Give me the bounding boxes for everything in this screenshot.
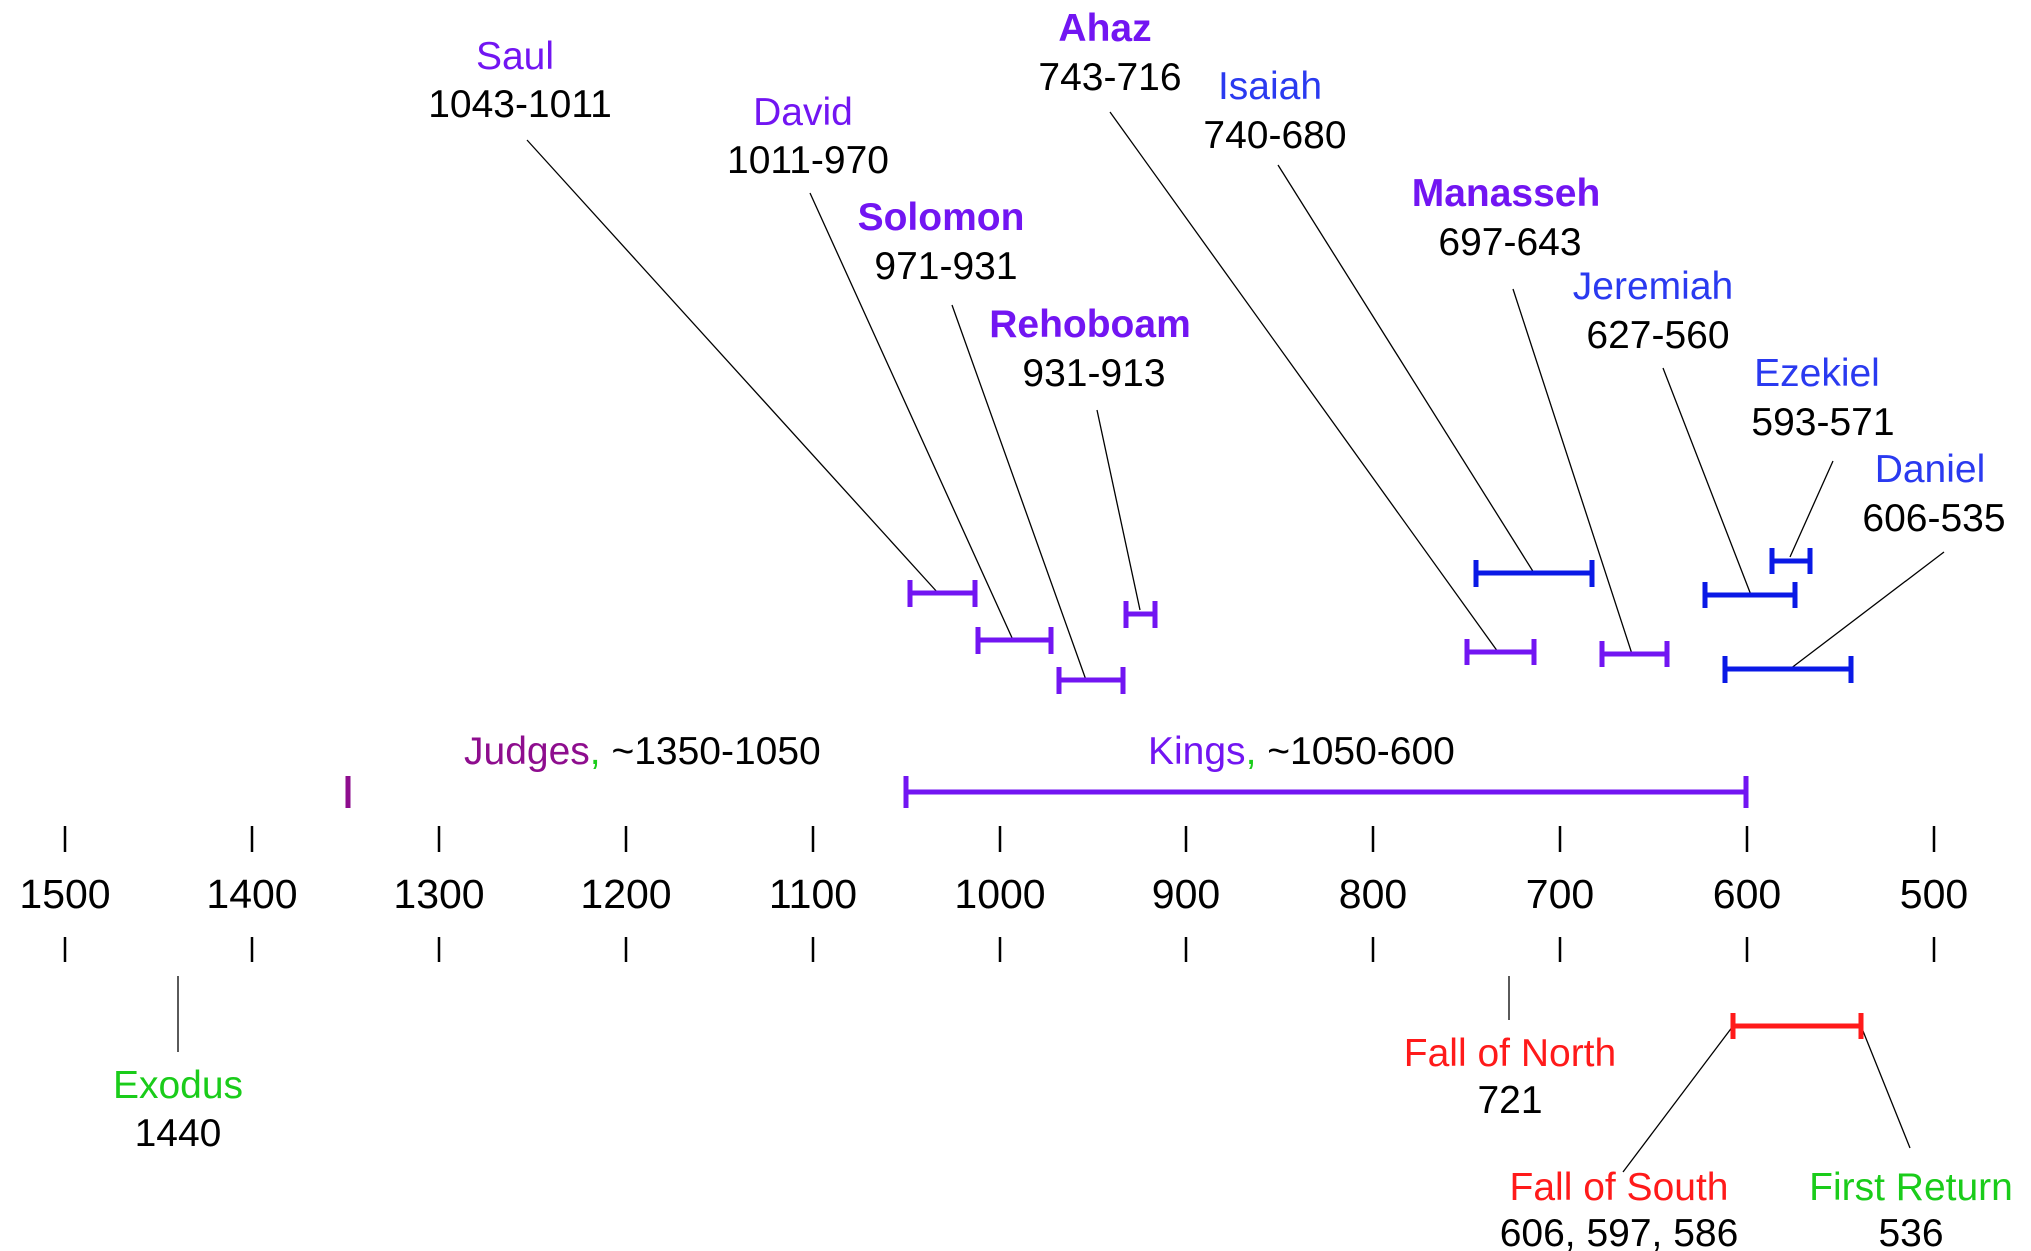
era-kings: Kings, ~1050-600 <box>903 730 1749 808</box>
manasseh-leader <box>1512 288 1633 655</box>
fall-south-leader <box>1622 1025 1734 1173</box>
prophet-bars <box>1473 548 1854 683</box>
saul-name: Saul <box>476 35 554 78</box>
manasseh-dates: 697-643 <box>1438 221 1581 264</box>
daniel-dates: 606-535 <box>1862 497 2005 540</box>
david-label: David 1011-970 <box>727 91 889 182</box>
exodus-name: Exodus <box>113 1064 243 1107</box>
tick-label: 800 <box>1339 871 1407 917</box>
ezekiel-dates: 593-571 <box>1751 401 1894 444</box>
rehoboam-name: Rehoboam <box>989 303 1191 346</box>
manasseh-label: Manasseh 697-643 <box>1412 172 1601 264</box>
tick-label: 700 <box>1526 871 1594 917</box>
solomon-label: Solomon 971-931 <box>858 196 1025 288</box>
fall-south-label: Fall of South 606, 597, 586 <box>1500 1166 1739 1251</box>
kings-range: ~1050-600 <box>1256 730 1454 773</box>
rehoboam-leader <box>1096 409 1141 611</box>
ezekiel-leader <box>1789 460 1834 558</box>
manasseh-bar <box>1599 641 1670 667</box>
exodus-label: Exodus 1440 <box>113 1064 243 1155</box>
david-dates: 1011-970 <box>727 139 889 182</box>
jeremiah-name: Jeremiah <box>1573 265 1733 308</box>
solomon-dates: 971-931 <box>874 245 1017 288</box>
isaiah-dates: 740-680 <box>1203 114 1346 157</box>
ahaz-bar <box>1464 639 1537 665</box>
prophet-labels: Isaiah 740-680 Jeremiah 627-560 Ezekiel … <box>1203 65 2005 540</box>
tick-label: 1500 <box>19 871 110 917</box>
daniel-bar <box>1722 656 1854 683</box>
first-return-date: 536 <box>1878 1212 1943 1251</box>
jeremiah-leader <box>1662 367 1752 596</box>
saul-dates: 1043-1011 <box>428 83 612 126</box>
judges-label: Judges, ~1350-1050 <box>464 730 821 773</box>
solomon-bar <box>1056 667 1126 694</box>
jeremiah-bar <box>1702 582 1798 608</box>
ahaz-leader <box>1109 111 1499 653</box>
first-return-name: First Return <box>1809 1166 2013 1209</box>
kings-label: Kings, ~1050-600 <box>1148 730 1455 773</box>
era-judges: Judges, ~1350-1050 <box>345 730 906 808</box>
ezekiel-name: Ezekiel <box>1754 352 1880 395</box>
rehoboam-label: Rehoboam 931-913 <box>989 303 1191 395</box>
daniel-label: Daniel 606-535 <box>1862 448 2005 540</box>
first-return-label: First Return 536 <box>1809 1166 2013 1251</box>
saul-bar <box>907 580 978 607</box>
exodus-date: 1440 <box>135 1112 222 1155</box>
king-bars <box>907 580 1670 694</box>
ahaz-label: Ahaz 743-716 <box>1038 7 1181 99</box>
tick-label: 900 <box>1152 871 1220 917</box>
kings-sep: , <box>1246 730 1257 773</box>
tick-label: 500 <box>1900 871 1968 917</box>
axis-ticks-upper <box>63 826 1936 852</box>
saul-label: Saul 1043-1011 <box>428 35 612 126</box>
solomon-name: Solomon <box>858 196 1025 239</box>
daniel-name: Daniel <box>1875 448 1986 491</box>
ahaz-name: Ahaz <box>1058 7 1151 50</box>
isaiah-bar <box>1473 560 1595 587</box>
exile-bar <box>1730 1013 1864 1039</box>
solomon-leader <box>951 304 1087 681</box>
event-labels: Exodus 1440 Fall of North 721 Fall of So… <box>113 1032 2013 1251</box>
ezekiel-bar <box>1769 548 1813 574</box>
fall-south-name: Fall of South <box>1510 1166 1729 1209</box>
ezekiel-label: Ezekiel 593-571 <box>1751 352 1894 444</box>
ruler-labels: Saul 1043-1011 David 1011-970 Solomon 97… <box>428 7 1600 395</box>
isaiah-label: Isaiah 740-680 <box>1203 65 1346 157</box>
tick-label: 1000 <box>954 871 1045 917</box>
judges-range: ~1350-1050 <box>601 730 821 773</box>
axis-tick-labels: 1500 1400 1300 1200 1100 1000 900 800 70… <box>19 871 1968 917</box>
rehoboam-dates: 931-913 <box>1022 352 1165 395</box>
ahaz-dates: 743-716 <box>1038 56 1181 99</box>
david-name: David <box>753 91 853 134</box>
manasseh-name: Manasseh <box>1412 172 1601 215</box>
fall-north-label: Fall of North 721 <box>1404 1032 1616 1122</box>
david-leader <box>809 192 1014 641</box>
year-axis: 1500 1400 1300 1200 1100 1000 900 800 70… <box>19 826 1968 962</box>
fall-north-name: Fall of North <box>1404 1032 1616 1075</box>
david-bar <box>975 627 1054 654</box>
tick-label: 1200 <box>580 871 671 917</box>
first-return-leader <box>1860 1025 1911 1149</box>
fall-south-date: 606, 597, 586 <box>1500 1212 1739 1251</box>
saul-leader <box>526 139 939 594</box>
jeremiah-dates: 627-560 <box>1586 314 1729 357</box>
isaiah-name: Isaiah <box>1218 65 1322 108</box>
leader-lines <box>177 111 1945 1173</box>
kings-name: Kings <box>1148 730 1246 773</box>
tick-label: 1300 <box>393 871 484 917</box>
tick-label: 1100 <box>769 871 857 917</box>
isaiah-leader <box>1277 164 1535 574</box>
judges-sep: , <box>590 730 601 773</box>
axis-ticks-lower <box>63 937 1936 962</box>
judges-name: Judges <box>464 730 590 773</box>
daniel-leader <box>1789 551 1945 670</box>
jeremiah-label: Jeremiah 627-560 <box>1573 265 1733 357</box>
rehoboam-bar <box>1123 601 1158 628</box>
tick-label: 1400 <box>206 871 297 917</box>
fall-north-date: 721 <box>1477 1079 1542 1122</box>
tick-label: 600 <box>1713 871 1781 917</box>
